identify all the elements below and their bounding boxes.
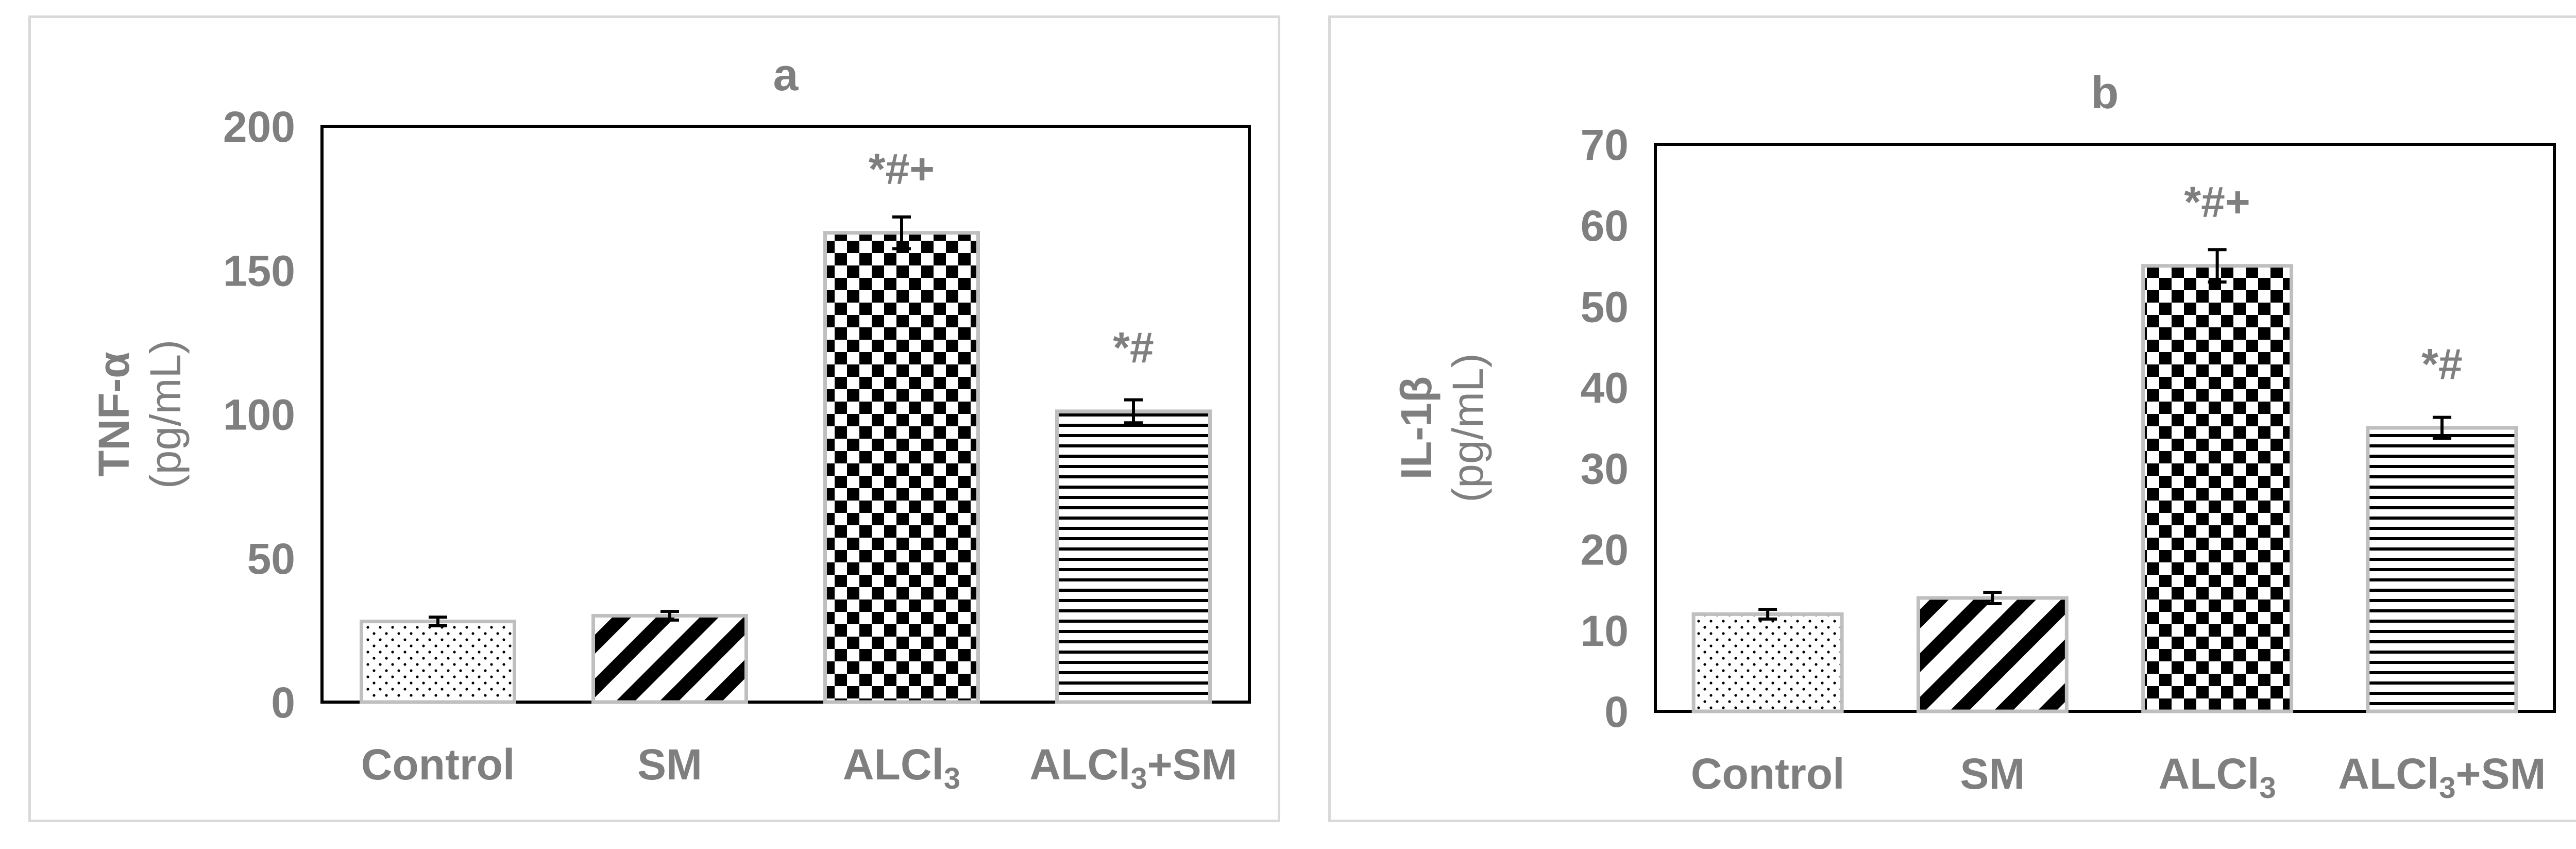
significance-label: *#+ (2184, 178, 2250, 226)
plot-area-frame (320, 125, 1251, 704)
bar (1055, 409, 1212, 704)
y-tick-label: 150 (223, 246, 295, 295)
chart-panel-b: b 0 10 20 30 40 50 60 70 IL-1β (pg/mL) Control SM *#+… (1328, 15, 2576, 822)
x-tick-label: SM (637, 740, 702, 789)
y-tick-label: 60 (1581, 202, 1629, 250)
y-axis-label: TNF-α (90, 352, 138, 477)
y-axis-label: IL-1β (1392, 376, 1440, 480)
bar (591, 613, 748, 704)
y-tick-label: 0 (1604, 688, 1629, 736)
chart-title: a (773, 49, 799, 100)
x-tick-label: ALCl3+SM (2338, 750, 2546, 805)
chart-panel-a: a 0 50 100 150 200 TNF-α (pg/mL) Control SM *#+ ALC… (28, 15, 1280, 822)
x-tick-label: ALCl3 (843, 740, 960, 795)
y-tick-label: 50 (1581, 282, 1629, 331)
bar (1916, 596, 2069, 713)
y-tick-label: 50 (247, 535, 295, 583)
bar (823, 231, 980, 704)
y-axis-unit: (pg/mL) (141, 340, 190, 489)
plot-area-frame (1654, 143, 2556, 713)
y-tick-label: 70 (1581, 121, 1629, 169)
x-tick-label: Control (1691, 750, 1845, 798)
bar (2141, 264, 2294, 713)
x-tick-label: ALCl3 (2159, 750, 2276, 805)
bar (2366, 426, 2518, 713)
y-tick-label: 10 (1581, 607, 1629, 655)
y-tick-label: 100 (223, 391, 295, 439)
x-tick-label: ALCl3+SM (1029, 740, 1237, 795)
significance-label: *# (1113, 323, 1154, 372)
significance-label: *# (2421, 340, 2462, 388)
x-tick-label: Control (361, 740, 515, 789)
significance-label: *#+ (869, 145, 935, 193)
y-axis-unit: (pg/mL) (1444, 353, 1492, 502)
chart-a-svg: a 0 50 100 150 200 TNF-α (pg/mL) Control SM *#+ ALC… (90, 49, 1251, 795)
y-tick-label: 0 (271, 678, 295, 727)
chart-b-svg: b 0 10 20 30 40 50 60 70 IL-1β (pg/mL) Control SM *#+… (1392, 67, 2556, 805)
y-tick-label: 30 (1581, 445, 1629, 493)
bar (1691, 612, 1844, 713)
y-tick-label: 200 (223, 103, 295, 151)
x-tick-label: SM (1960, 750, 2025, 798)
y-tick-label: 40 (1581, 363, 1629, 412)
y-tick-label: 20 (1581, 526, 1629, 574)
bar (360, 620, 516, 704)
chart-title: b (2091, 67, 2119, 118)
